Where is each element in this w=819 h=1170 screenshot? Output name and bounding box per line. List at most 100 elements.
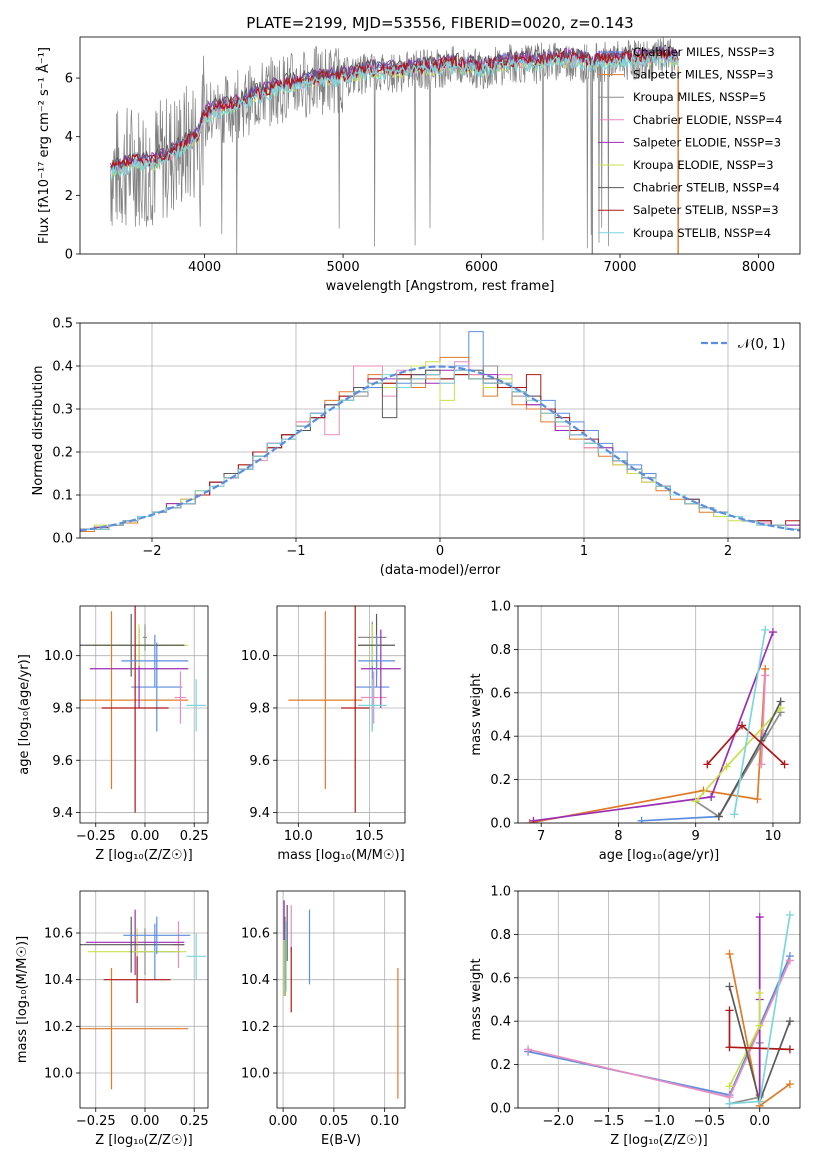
spectrum-panel: 4000 5000 6000 7000 8000 0 2 4 6 wavelength [Angs… (36, 14, 801, 294)
plus-marker (637, 816, 646, 823)
y-tick-label: 9.6 (249, 754, 270, 769)
y-tick-label: 10.2 (44, 1020, 73, 1035)
plus-marker (725, 1082, 734, 1091)
x-tick-label: 0.25 (180, 1114, 209, 1129)
y-tick-label: 10.6 (241, 927, 270, 942)
y-tick-label: 0.6 (490, 971, 511, 986)
plus-marker (761, 671, 770, 680)
x-axis-label: Z [log₁₀(Z/Z☉)] (95, 848, 192, 863)
data-point (123, 916, 191, 954)
gaussian-curve (80, 365, 800, 532)
x-tick-label: 0.00 (131, 829, 160, 844)
plus-marker (755, 988, 764, 997)
y-tick-label: 0.3 (52, 403, 73, 418)
y-tick-label: 0.0 (490, 1102, 511, 1117)
x-tick-label: 8 (614, 829, 622, 844)
mass-weight-vs-Z-plot-area (524, 910, 794, 1108)
y-axis-label: Normed distribution (31, 366, 46, 496)
y-tick-label: 9.8 (249, 701, 270, 716)
plus-marker (755, 1097, 764, 1106)
y-tick-label: 0.0 (490, 817, 511, 832)
plus-marker (755, 1021, 764, 1030)
plus-marker (761, 625, 770, 634)
axes-frame (79, 36, 801, 255)
x-tick-label: 2 (724, 544, 732, 559)
plus-marker (725, 1099, 734, 1108)
plus-marker (722, 762, 731, 771)
data-point (358, 634, 396, 688)
x-tick-label: −1.0 (643, 1114, 675, 1129)
data-point (360, 629, 401, 708)
y-tick-label: 0.6 (490, 686, 511, 701)
x-axis-label: age [log₁₀(age/yr)] (599, 848, 720, 863)
y-tick-label: 0.1 (52, 489, 73, 504)
y-axis-label: mass weight (469, 958, 484, 1040)
plus-marker (703, 760, 712, 769)
plus-marker (757, 760, 766, 769)
y-axis-label: Flux [fλ10⁻¹⁷ erg cm⁻² s⁻¹ Å⁻¹] (36, 47, 52, 244)
plus-marker (753, 795, 762, 804)
x-tick-label: 0.10 (370, 1114, 399, 1129)
plus-marker (725, 949, 734, 958)
legend-entry: Kroupa MILES, NSSP=5 (633, 90, 766, 104)
x-tick-label: 0.00 (269, 1114, 298, 1129)
y-tick-label: 10.0 (241, 649, 270, 664)
mass-weight-series (729, 1042, 761, 1105)
x-tick-label: −0.25 (76, 829, 116, 844)
plus-marker (725, 1043, 734, 1052)
legend-entry: Kroupa ELODIE, NSSP=3 (633, 158, 774, 172)
mass-vs-EBV-plot-area (283, 900, 399, 1099)
data-point (143, 624, 147, 651)
y-tick-label: 1.0 (490, 885, 511, 900)
x-tick-label: −0.5 (694, 1114, 726, 1129)
mass-vs-EBV-panel: 0.00 0.05 0.10 10.0 10.2 10.4 10.6 E(B-V) (241, 890, 406, 1148)
residuals-plot-area (80, 331, 800, 538)
data-point (186, 679, 207, 732)
y-tick-label: 0.4 (490, 1015, 511, 1030)
x-tick-label: 7000 (603, 260, 636, 275)
plus-marker (785, 1080, 794, 1089)
y-tick-label: 0 (65, 248, 73, 263)
x-tick-label: −0.25 (76, 1114, 116, 1129)
axes-frame (517, 890, 801, 1109)
mass-weight-series (733, 629, 767, 815)
y-tick-label: 9.8 (52, 701, 73, 716)
x-tick-label: 0.0 (749, 1114, 770, 1129)
y-tick-label: 0.4 (52, 360, 73, 375)
y-tick-label: 0.2 (490, 1058, 511, 1073)
plus-marker (529, 816, 538, 823)
legend-entry: Salpeter STELIB, NSSP=3 (633, 203, 779, 217)
age-vs-Z-panel: −0.25 0.00 0.25 9.4 9.6 9.8 10.0 Z [log₁₀(Z/Z☉)… (17, 605, 209, 863)
y-tick-label: 0.8 (490, 928, 511, 943)
x-tick-label: 0 (436, 544, 444, 559)
y-tick-label: 10.4 (241, 973, 270, 988)
x-tick-label: 10.5 (355, 829, 384, 844)
axes-frame (276, 890, 406, 1109)
spectrum-plot-area (110, 37, 679, 254)
plus-marker (755, 913, 764, 922)
mass-weight-series (533, 631, 774, 822)
data-point (341, 606, 370, 813)
x-axis-label: (data-model)/error (380, 563, 501, 578)
data-point (121, 634, 189, 688)
mass-vs-Z-panel: −0.25 0.00 0.25 10.0 10.2 10.4 10.6 Z [log₁₀(Z/… (15, 890, 209, 1148)
plus-marker (714, 812, 723, 821)
y-tick-label: 10.2 (241, 1020, 270, 1035)
y-tick-label: 9.4 (52, 806, 73, 821)
y-axis-label: mass [log₁₀(M/M☉)] (15, 936, 30, 1063)
y-tick-label: 0.5 (52, 317, 73, 332)
y-axis-label: mass weight (469, 673, 484, 755)
data-point (80, 611, 189, 790)
plus-marker (738, 721, 747, 730)
legend-entry: Chabrier STELIB, NSSP=4 (633, 181, 780, 195)
x-tick-label: −2 (142, 544, 161, 559)
y-axis-label: age [log₁₀(age/yr)] (17, 654, 32, 775)
x-axis-label: Z [log₁₀(Z/Z☉)] (95, 1133, 192, 1148)
y-tick-label: 1.0 (490, 600, 511, 615)
data-point (186, 933, 207, 980)
axes-frame (276, 605, 406, 824)
x-tick-label: −1.5 (593, 1114, 625, 1129)
axes-frame (517, 605, 801, 824)
y-tick-label: 10.0 (44, 1067, 73, 1082)
data-point (358, 679, 387, 732)
